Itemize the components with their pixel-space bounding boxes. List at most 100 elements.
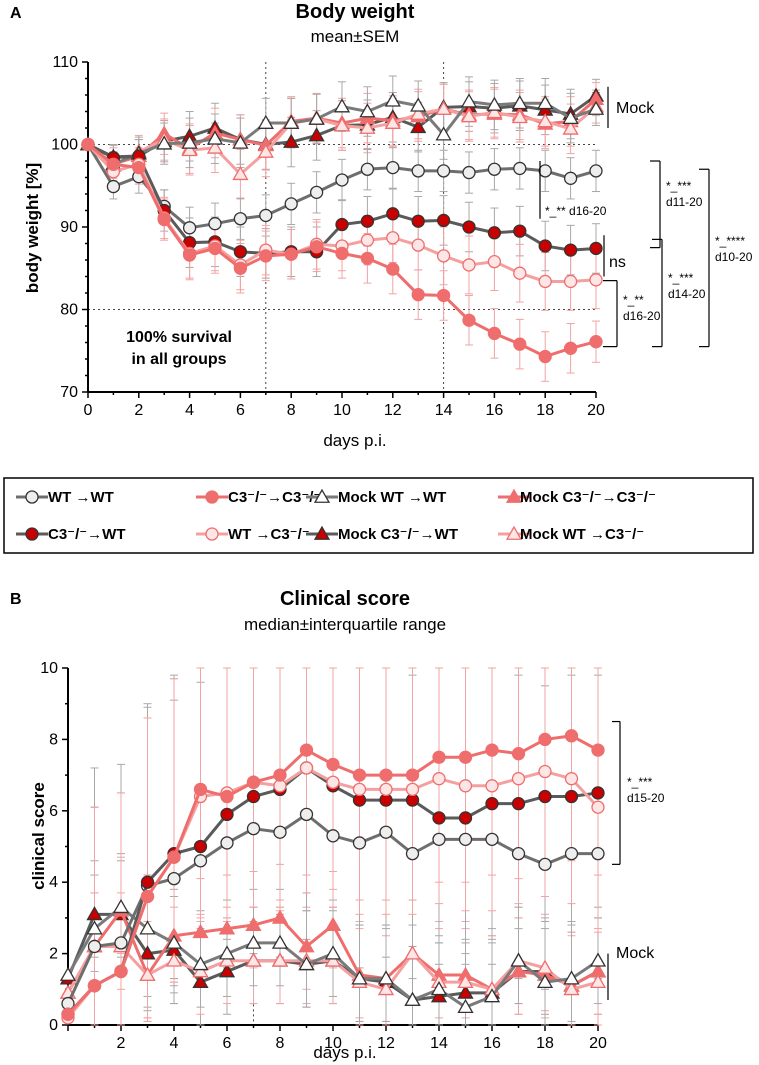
panel-a-point-c3_c3 <box>538 349 552 364</box>
panel-b-point-mock_wt_wt <box>86 920 103 935</box>
panel-b-point-mock_wt_wt <box>112 898 130 914</box>
panel-a-bracket-label: ns <box>609 254 626 271</box>
panel-b-point-c3_wt <box>511 797 526 811</box>
panel-b-point-mock_wt_wt <box>457 998 474 1014</box>
panel-a-point-mock_wt_wt <box>410 97 427 112</box>
legend-marker-wt_c3 <box>205 527 219 541</box>
panel-a-point-mock_wt_c3 <box>460 108 478 123</box>
panel-a-point-mock_wt_wt <box>587 100 605 115</box>
panel-b-point-mock_c3_c3 <box>510 963 527 978</box>
panel-a-point-c3_c3 <box>335 246 349 261</box>
panel-a-point-wt_wt <box>411 164 425 178</box>
panel-b-point-mock_c3_wt <box>192 973 209 989</box>
panel-a-y-tick-label: 70 <box>60 384 78 401</box>
panel-b-point-c3_c3 <box>538 732 552 747</box>
panel-b-point-c3_wt <box>193 839 208 854</box>
panel-a-title: Body weight <box>296 1 415 23</box>
legend-box <box>3 477 754 554</box>
panel-a-bracket-label: *_*** d14-20 <box>668 271 706 301</box>
panel-b-point-wt_c3 <box>432 772 446 786</box>
panel-a-y-tick-label: 100 <box>51 137 78 154</box>
panel-a-xlabel: days p.i. <box>323 431 386 450</box>
panel-b-point-c3_c3 <box>61 1007 75 1021</box>
panel-a-point-wt_c3 <box>538 274 552 289</box>
panel-a-point-c3_c3 <box>589 335 603 349</box>
panel-a-point-wt_wt <box>233 212 248 226</box>
panel-b-point-mock_wt_wt <box>430 980 448 996</box>
panel-a-point-c3_c3 <box>386 262 400 276</box>
panel-b-point-wt_c3 <box>458 779 473 793</box>
panel-b-x-tick-label: 8 <box>276 1035 285 1052</box>
panel-a-point-mock_wt_wt <box>511 94 528 110</box>
panel-a-point-mock_wt_wt <box>181 134 198 149</box>
panel-b-point-mock_c3_c3 <box>298 938 315 953</box>
panel-b-point-wt_c3 <box>564 772 579 786</box>
panel-b-point-c3_c3 <box>87 979 102 993</box>
panel-b-x-tick-label: 20 <box>589 1035 607 1052</box>
panel-a-x-tick-label: 16 <box>486 402 504 419</box>
panel-b-point-c3_c3 <box>220 789 234 804</box>
panel-b-point-mock_wt_wt <box>404 991 421 1006</box>
panel-b-title: Clinical score <box>280 588 410 610</box>
panel-a-point-wt_c3 <box>360 233 375 247</box>
panel-a-point-mock_wt_wt <box>308 110 325 125</box>
panel-b-y-tick-label: 0 <box>49 1017 58 1034</box>
panel-a-point-wt_c3 <box>411 238 425 252</box>
legend-label-mock_wt_c3: Mock WT →C3⁻/⁻ <box>520 526 644 543</box>
panel-b-point-c3_c3 <box>485 743 499 757</box>
panel-a-point-c3_wt <box>462 220 476 234</box>
panel-b-point-c3_wt <box>538 789 552 804</box>
panel-a-point-mock_wt_c3 <box>333 117 351 132</box>
panel-b-point-wt_wt <box>246 822 261 836</box>
panel-a-x-tick-label: 10 <box>333 402 351 419</box>
panel-a-point-mock_wt_wt <box>333 98 351 113</box>
panel-b-point-wt_c3 <box>379 782 393 797</box>
panel-a-point-c3_c3 <box>259 249 273 263</box>
panel-a-point-c3_wt <box>386 207 400 221</box>
panel-a-point-wt_wt <box>462 165 476 180</box>
panel-a-point-c3_wt <box>360 214 375 228</box>
panel-b-point-c3_c3 <box>511 747 526 761</box>
panel-b-point-c3_wt <box>140 875 155 889</box>
panel-b-point-wt_wt <box>326 829 340 843</box>
panel-b-point-c3_wt <box>246 789 261 804</box>
panel-a-ylabel: body weight [%] <box>23 163 42 293</box>
panel-b-point-mock_wt_c3 <box>245 952 262 967</box>
panel-b-point-wt_c3 <box>405 782 420 797</box>
panel-b-point-mock_wt_wt <box>245 934 262 949</box>
panel-a-plot: 70 80 90 100 110 0 2 4 6 8 10 12 14 16 18 20 Mock *_** d1… <box>51 54 752 419</box>
panel-a-point-wt_wt <box>513 161 527 176</box>
panel-a-point-mock_wt_wt <box>232 134 249 149</box>
panel-b-point-mock_wt_c3 <box>271 952 289 967</box>
panel-a-point-wt_wt <box>360 162 375 176</box>
legend-marker-wt_wt <box>25 490 39 504</box>
panel-a-bracket-label: *_** d16-20 <box>545 204 607 218</box>
panel-a-point-c3_c3 <box>81 137 95 152</box>
panel-a-point-mock_wt_c3 <box>257 143 274 158</box>
panel-b-point-wt_c3 <box>511 772 526 786</box>
panel-a-point-wt_c3 <box>487 254 502 269</box>
panel-b-point-c3_c3 <box>326 757 340 772</box>
panel-b-point-wt_c3 <box>326 775 340 789</box>
panel-b-point-c3_c3 <box>564 729 579 743</box>
panel-b-point-wt_c3 <box>538 764 552 779</box>
panel-b-point-mock_c3_c3 <box>245 916 262 931</box>
panel-a-subtitle: mean±SEM <box>311 27 400 46</box>
legend-marker-mock_wt_wt <box>313 488 331 503</box>
panel-b-point-wt_wt <box>511 846 526 861</box>
panel-b-point-wt_wt <box>193 854 208 868</box>
legend: WT →WT C3⁻/⁻→C3⁻/⁻ Mock WT →WT Mock C3⁻/⁻→C… <box>16 488 656 543</box>
panel-a-point-c3_wt <box>335 217 349 232</box>
panel-b-point-mock_wt_wt <box>589 952 607 967</box>
legend-marker-mock_c3_c3 <box>505 488 523 503</box>
panel-b-point-c3_c3 <box>432 750 446 764</box>
panel-b-point-mock_wt_wt <box>165 934 183 949</box>
panel-a-point-wt_wt <box>563 171 578 185</box>
panel-b-x-tick-label: 18 <box>536 1035 554 1052</box>
panel-b-point-c3_wt <box>485 797 499 811</box>
panel-b-y-tick-label: 8 <box>49 731 58 748</box>
panel-b-point-c3_wt <box>591 786 605 800</box>
panel-a-point-c3_c3 <box>157 212 171 227</box>
panel-a-point-mock_wt_wt <box>537 94 554 110</box>
